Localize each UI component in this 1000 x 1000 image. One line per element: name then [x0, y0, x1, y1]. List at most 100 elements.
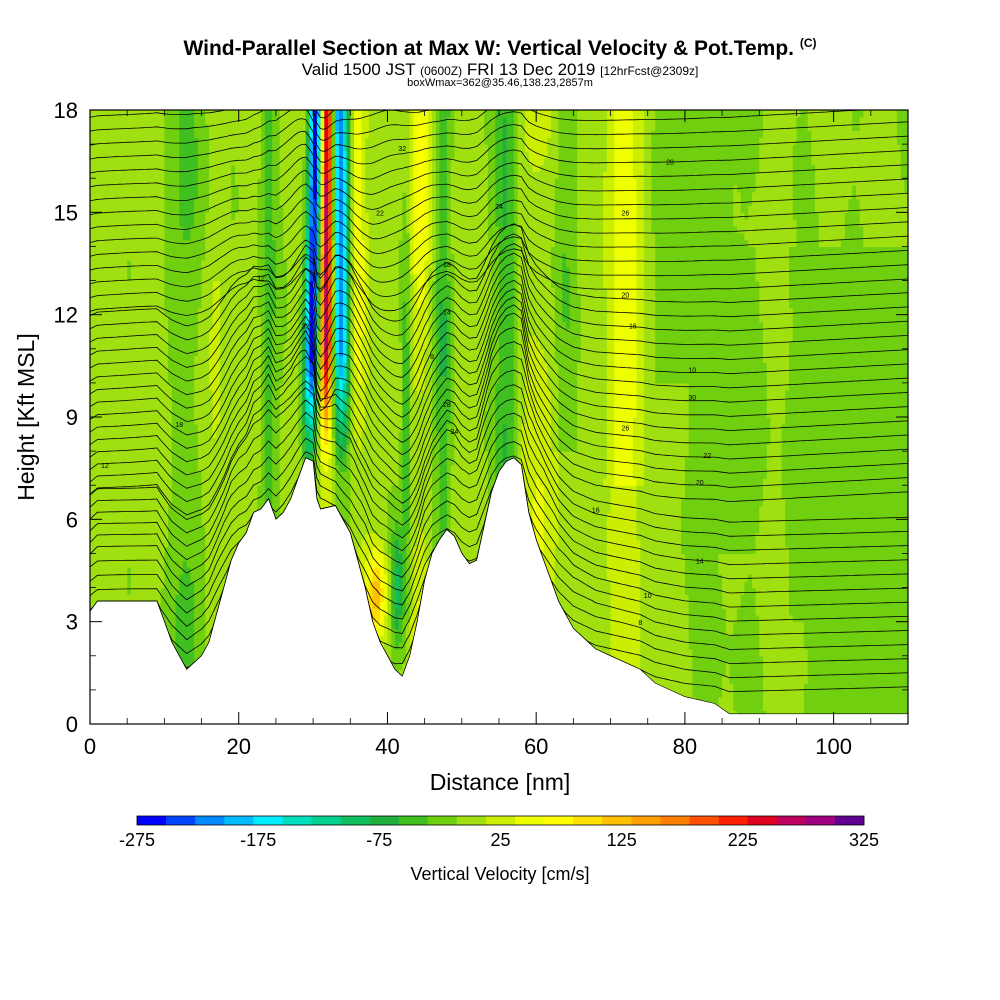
velocity-cell	[428, 273, 437, 282]
velocity-cell	[353, 137, 363, 145]
velocity-cell	[368, 212, 403, 220]
velocity-cell	[547, 150, 560, 159]
velocity-cell	[398, 266, 411, 275]
velocity-cell	[212, 389, 221, 398]
velocity-cell	[439, 239, 448, 248]
velocity-cell	[636, 294, 645, 302]
velocity-cell	[428, 110, 433, 118]
velocity-cell	[208, 341, 221, 350]
velocity-cell	[517, 280, 552, 288]
velocity-cell	[164, 246, 206, 254]
velocity-cell	[409, 198, 415, 207]
velocity-cell	[781, 457, 908, 466]
velocity-cell	[324, 191, 329, 200]
velocity-cell	[346, 266, 351, 275]
velocity-cell	[435, 314, 441, 323]
velocity-cell	[413, 573, 429, 582]
velocity-cell	[279, 417, 299, 425]
velocity-cell	[313, 410, 318, 418]
velocity-cell	[517, 287, 556, 295]
velocity-cell	[350, 212, 355, 220]
velocity-cell	[324, 335, 329, 343]
theta-contour-line	[90, 304, 908, 449]
velocity-cell	[350, 471, 400, 479]
velocity-cell	[380, 532, 389, 541]
velocity-cell	[316, 457, 322, 466]
velocity-cell	[335, 505, 351, 514]
velocity-cell	[606, 396, 615, 404]
velocity-cell	[655, 348, 764, 357]
velocity-cell	[168, 376, 195, 384]
velocity-cell	[424, 178, 429, 186]
velocity-cell	[402, 403, 411, 411]
velocity-cell	[197, 444, 262, 452]
velocity-cell	[644, 150, 653, 159]
velocity-cell	[655, 335, 764, 343]
theta-contour-line	[90, 162, 908, 216]
velocity-cell	[164, 144, 180, 152]
velocity-cell	[327, 191, 333, 200]
theta-contour-line	[90, 199, 908, 259]
velocity-cell	[313, 185, 318, 193]
velocity-cell	[353, 423, 366, 432]
velocity-cell	[506, 430, 515, 439]
velocity-cell	[606, 369, 615, 377]
velocity-cell	[751, 191, 794, 200]
velocity-cell	[324, 287, 329, 295]
velocity-cell	[324, 348, 329, 357]
velocity-cell	[275, 239, 284, 248]
velocity-cell	[636, 205, 645, 213]
velocity-cell	[446, 498, 452, 507]
velocity-cell	[755, 266, 790, 275]
velocity-cell	[499, 348, 515, 357]
velocity-cell	[495, 417, 515, 425]
velocity-cell	[368, 369, 403, 377]
velocity-cell	[368, 608, 381, 616]
velocity-cell	[320, 498, 333, 507]
velocity-cell	[606, 164, 615, 172]
velocity-cell	[413, 294, 418, 302]
velocity-cell	[428, 191, 433, 200]
colorbar-swatch	[834, 816, 865, 825]
velocity-cell	[346, 171, 351, 179]
velocity-cell	[811, 150, 902, 159]
velocity-cell	[90, 232, 165, 241]
velocity-cell	[655, 123, 764, 132]
velocity-cell	[335, 191, 340, 200]
velocity-cell	[413, 253, 429, 261]
theta-contour-label: 16	[592, 508, 600, 515]
velocity-cell	[346, 403, 351, 411]
velocity-cell	[432, 314, 437, 323]
velocity-cell	[614, 157, 634, 166]
velocity-cell	[331, 437, 336, 445]
velocity-cell	[432, 423, 437, 432]
velocity-cell	[335, 423, 340, 432]
velocity-cell	[762, 110, 801, 118]
velocity-cell	[614, 301, 638, 309]
y-tick-label: 0	[66, 712, 78, 737]
velocity-cell	[651, 144, 760, 152]
velocity-cell	[517, 157, 530, 166]
velocity-cell	[792, 178, 816, 186]
velocity-cell	[398, 280, 411, 288]
velocity-cell	[313, 110, 318, 118]
velocity-cell	[309, 294, 314, 302]
velocity-cell	[759, 157, 794, 166]
velocity-cell	[264, 369, 273, 377]
velocity-cell	[257, 246, 266, 254]
velocity-cell	[305, 341, 310, 350]
velocity-cell	[201, 512, 258, 520]
velocity-cell	[283, 253, 303, 261]
velocity-cell	[547, 362, 560, 370]
velocity-cell	[450, 287, 455, 295]
velocity-cell	[264, 348, 273, 357]
velocity-cell	[402, 594, 407, 602]
velocity-cell	[409, 601, 415, 609]
velocity-cell	[305, 403, 310, 411]
theta-contour-label: 28	[666, 160, 674, 167]
velocity-cell	[406, 560, 411, 568]
velocity-cell	[346, 253, 351, 261]
velocity-cell	[361, 116, 370, 125]
velocity-cell	[301, 430, 307, 439]
velocity-cell	[409, 123, 415, 132]
